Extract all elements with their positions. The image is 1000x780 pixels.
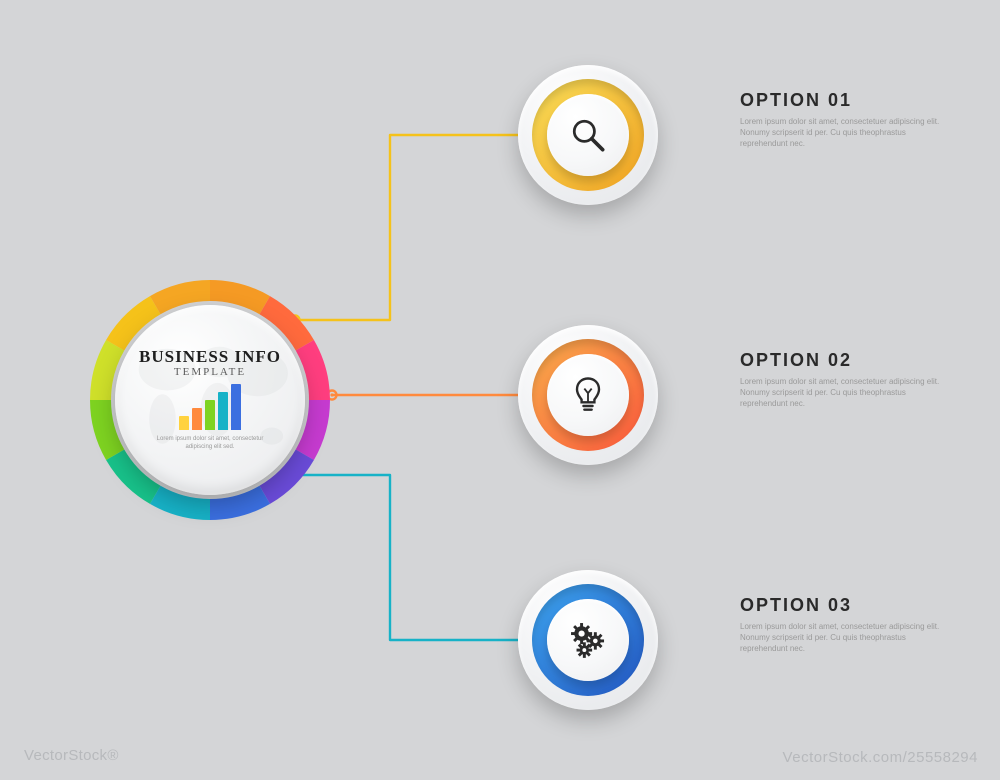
- watermark-left: VectorStock®: [24, 747, 119, 764]
- option-body: Lorem ipsum dolor sit amet, consectetuer…: [740, 622, 950, 654]
- hub-circle: BUSINESS INFO TEMPLATE Lorem ipsum dolor…: [90, 280, 330, 520]
- option-text-2: OPTION 02 Lorem ipsum dolor sit amet, con…: [740, 350, 950, 409]
- option-title: OPTION 01: [740, 90, 950, 111]
- option-text-1: OPTION 01 Lorem ipsum dolor sit amet, con…: [740, 90, 950, 149]
- hub-subtitle: TEMPLATE: [174, 366, 246, 378]
- gears-icon: [566, 618, 610, 662]
- option-title: OPTION 02: [740, 350, 950, 371]
- node-inner-disc: [547, 599, 629, 681]
- watermark-right: VectorStock.com/25558294: [783, 749, 978, 766]
- option-node-2: [518, 325, 658, 465]
- bulb-icon: [566, 373, 610, 417]
- option-text-3: OPTION 03 Lorem ipsum dolor sit amet, con…: [740, 595, 950, 654]
- hub-blurb: Lorem ipsum dolor sit amet, consectetur …: [155, 436, 265, 452]
- bar-chart-icon: [179, 384, 241, 430]
- magnifier-icon: [566, 113, 610, 157]
- option-body: Lorem ipsum dolor sit amet, consectetuer…: [740, 377, 950, 409]
- node-inner-disc: [547, 94, 629, 176]
- hub-title: BUSINESS INFO: [139, 348, 281, 366]
- option-node-3: [518, 570, 658, 710]
- hub-inner-disc: BUSINESS INFO TEMPLATE Lorem ipsum dolor…: [115, 305, 305, 495]
- node-inner-disc: [547, 354, 629, 436]
- option-node-1: [518, 65, 658, 205]
- infographic-stage: BUSINESS INFO TEMPLATE Lorem ipsum dolor…: [0, 0, 1000, 780]
- option-body: Lorem ipsum dolor sit amet, consectetuer…: [740, 117, 950, 149]
- option-title: OPTION 03: [740, 595, 950, 616]
